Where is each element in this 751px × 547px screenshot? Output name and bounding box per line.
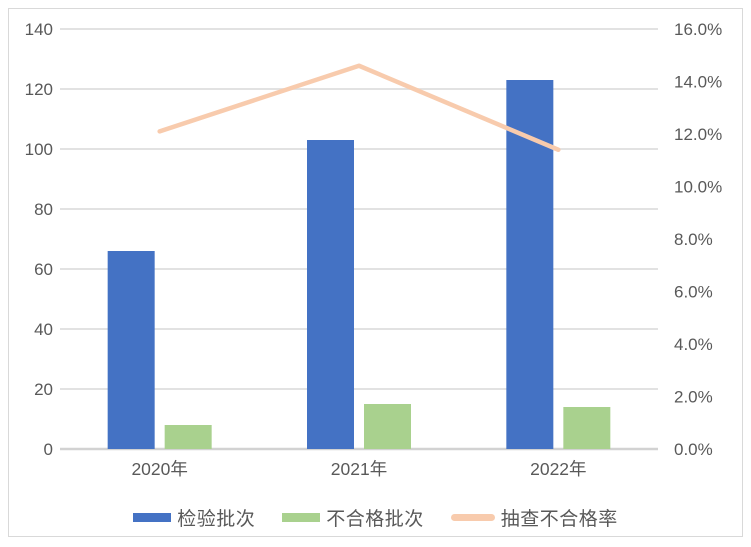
bar-检验批次-2022年[interactable]: [506, 80, 554, 449]
left-axis-tick-label: 20: [34, 380, 53, 399]
right-axis-tick-label: 14.0%: [674, 73, 722, 92]
x-axis-category-label: 2020年: [131, 459, 187, 479]
left-axis-tick-label: 140: [25, 20, 53, 39]
legend-label: 不合格批次: [326, 509, 424, 530]
line-抽查不合格率[interactable]: [157, 63, 561, 152]
legend-item-failure-rate[interactable]: 抽查不合格率: [450, 504, 618, 531]
bar-不合格批次-2022年[interactable]: [563, 407, 611, 449]
bar-不合格批次-2020年[interactable]: [164, 425, 212, 449]
right-axis-tick-label: 10.0%: [674, 178, 722, 197]
right-axis-tick-label: 16.0%: [674, 20, 722, 39]
right-axis-tick-label: 8.0%: [674, 230, 713, 249]
x-axis-category-label: 2021年: [331, 459, 387, 479]
line-swatch-icon: [450, 514, 495, 521]
bar-检验批次-2020年[interactable]: [107, 251, 155, 449]
legend-label: 抽查不合格率: [500, 509, 618, 530]
legend: 检验批次 不合格批次 抽查不合格率: [9, 504, 742, 531]
x-axis-category-label: 2022年: [530, 459, 586, 479]
left-axis-tick-label: 80: [34, 200, 53, 219]
left-axis-tick-label: 100: [25, 140, 53, 159]
legend-item-failed-batches[interactable]: 不合格批次: [282, 504, 424, 531]
right-axis-tick-label: 6.0%: [674, 283, 713, 302]
left-axis-tick-label: 0: [44, 440, 53, 459]
legend-label: 检验批次: [177, 509, 256, 530]
right-axis-tick-label: 4.0%: [674, 335, 713, 354]
right-axis-tick-label: 2.0%: [674, 388, 713, 407]
right-axis-tick-label: 0.0%: [674, 440, 713, 459]
bar-swatch-icon: [282, 513, 321, 522]
chart-frame: 140 120 100 80 60 40 20 0 16.0% 14.0% 12.0% 10.0% 8.…: [8, 8, 743, 537]
bar-不合格批次-2021年[interactable]: [364, 404, 411, 449]
bar-检验批次-2021年[interactable]: [307, 140, 354, 449]
bar-swatch-icon: [133, 513, 172, 522]
left-axis-tick-label: 40: [34, 320, 53, 339]
right-axis-tick-label: 12.0%: [674, 125, 722, 144]
left-axis-tick-label: 120: [25, 80, 53, 99]
legend-item-inspection-batches[interactable]: 检验批次: [133, 504, 255, 531]
left-axis-tick-label: 60: [34, 260, 53, 279]
